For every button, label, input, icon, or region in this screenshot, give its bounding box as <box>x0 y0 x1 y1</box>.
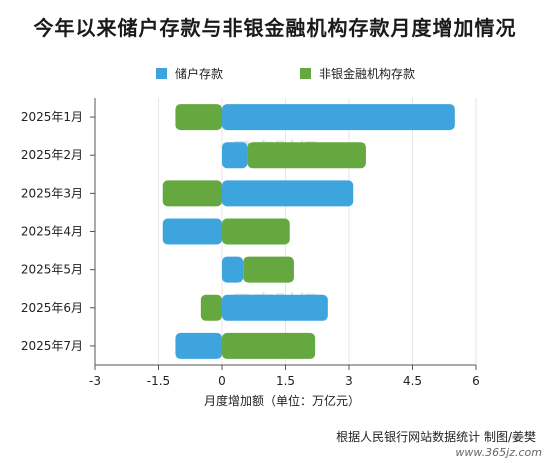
bar-deposits <box>222 180 354 207</box>
legend: 储户存款 非银金融机构存款 <box>156 66 415 81</box>
bar-deposits <box>222 294 328 321</box>
bar-nonbank <box>200 294 222 321</box>
y-tick-label: 2025年2月 <box>21 148 83 162</box>
bar-deposits <box>175 332 222 359</box>
bars <box>162 104 455 359</box>
site-watermark: www.365jz.com <box>455 446 542 459</box>
bar-deposits <box>222 256 244 283</box>
x-tick-label: 3 <box>345 374 353 388</box>
chart-title: 今年以来储户存款与非银金融机构存款月度增加情况 <box>33 16 517 40</box>
x-tick-label: 0 <box>218 374 226 388</box>
bar-deposits <box>162 218 222 245</box>
x-tick-label: 4.5 <box>403 374 422 388</box>
x-axis-label: 月度增加额（单位：万亿元） <box>204 393 360 408</box>
y-tick-label: 2025年3月 <box>21 186 83 200</box>
axes: -3 -1.5 0 1.5 3 4.5 6 月度增加额（单位：万亿元） 2025年1月 2025年… <box>21 98 480 408</box>
x-tick-label: 6 <box>472 374 480 388</box>
legend-label: 非银金融机构存款 <box>319 66 415 81</box>
legend-swatch <box>300 68 311 79</box>
legend-swatch <box>156 68 167 79</box>
x-tick-label: -3 <box>89 374 101 388</box>
x-tick-label: -1.5 <box>147 374 170 388</box>
legend-label: 储户存款 <box>175 66 223 81</box>
bar-nonbank <box>222 332 316 359</box>
y-tick-label: 2025年1月 <box>21 110 83 124</box>
bar-deposits <box>222 104 455 131</box>
bar-nonbank <box>243 256 294 283</box>
bar-nonbank <box>222 218 290 245</box>
bar-deposits <box>222 142 248 169</box>
x-tick-label: 1.5 <box>276 374 295 388</box>
y-tick-label: 2025年5月 <box>21 263 83 277</box>
y-tick-label: 2025年4月 <box>21 225 83 239</box>
bar-nonbank <box>175 104 222 131</box>
y-tick-label: 2025年6月 <box>21 301 83 315</box>
bar-nonbank <box>247 142 366 169</box>
source-note: 根据人民银行网站数据统计 制图/姜樊 <box>336 430 536 444</box>
y-tick-label: 2025年7月 <box>21 339 83 353</box>
bar-nonbank <box>162 180 222 207</box>
